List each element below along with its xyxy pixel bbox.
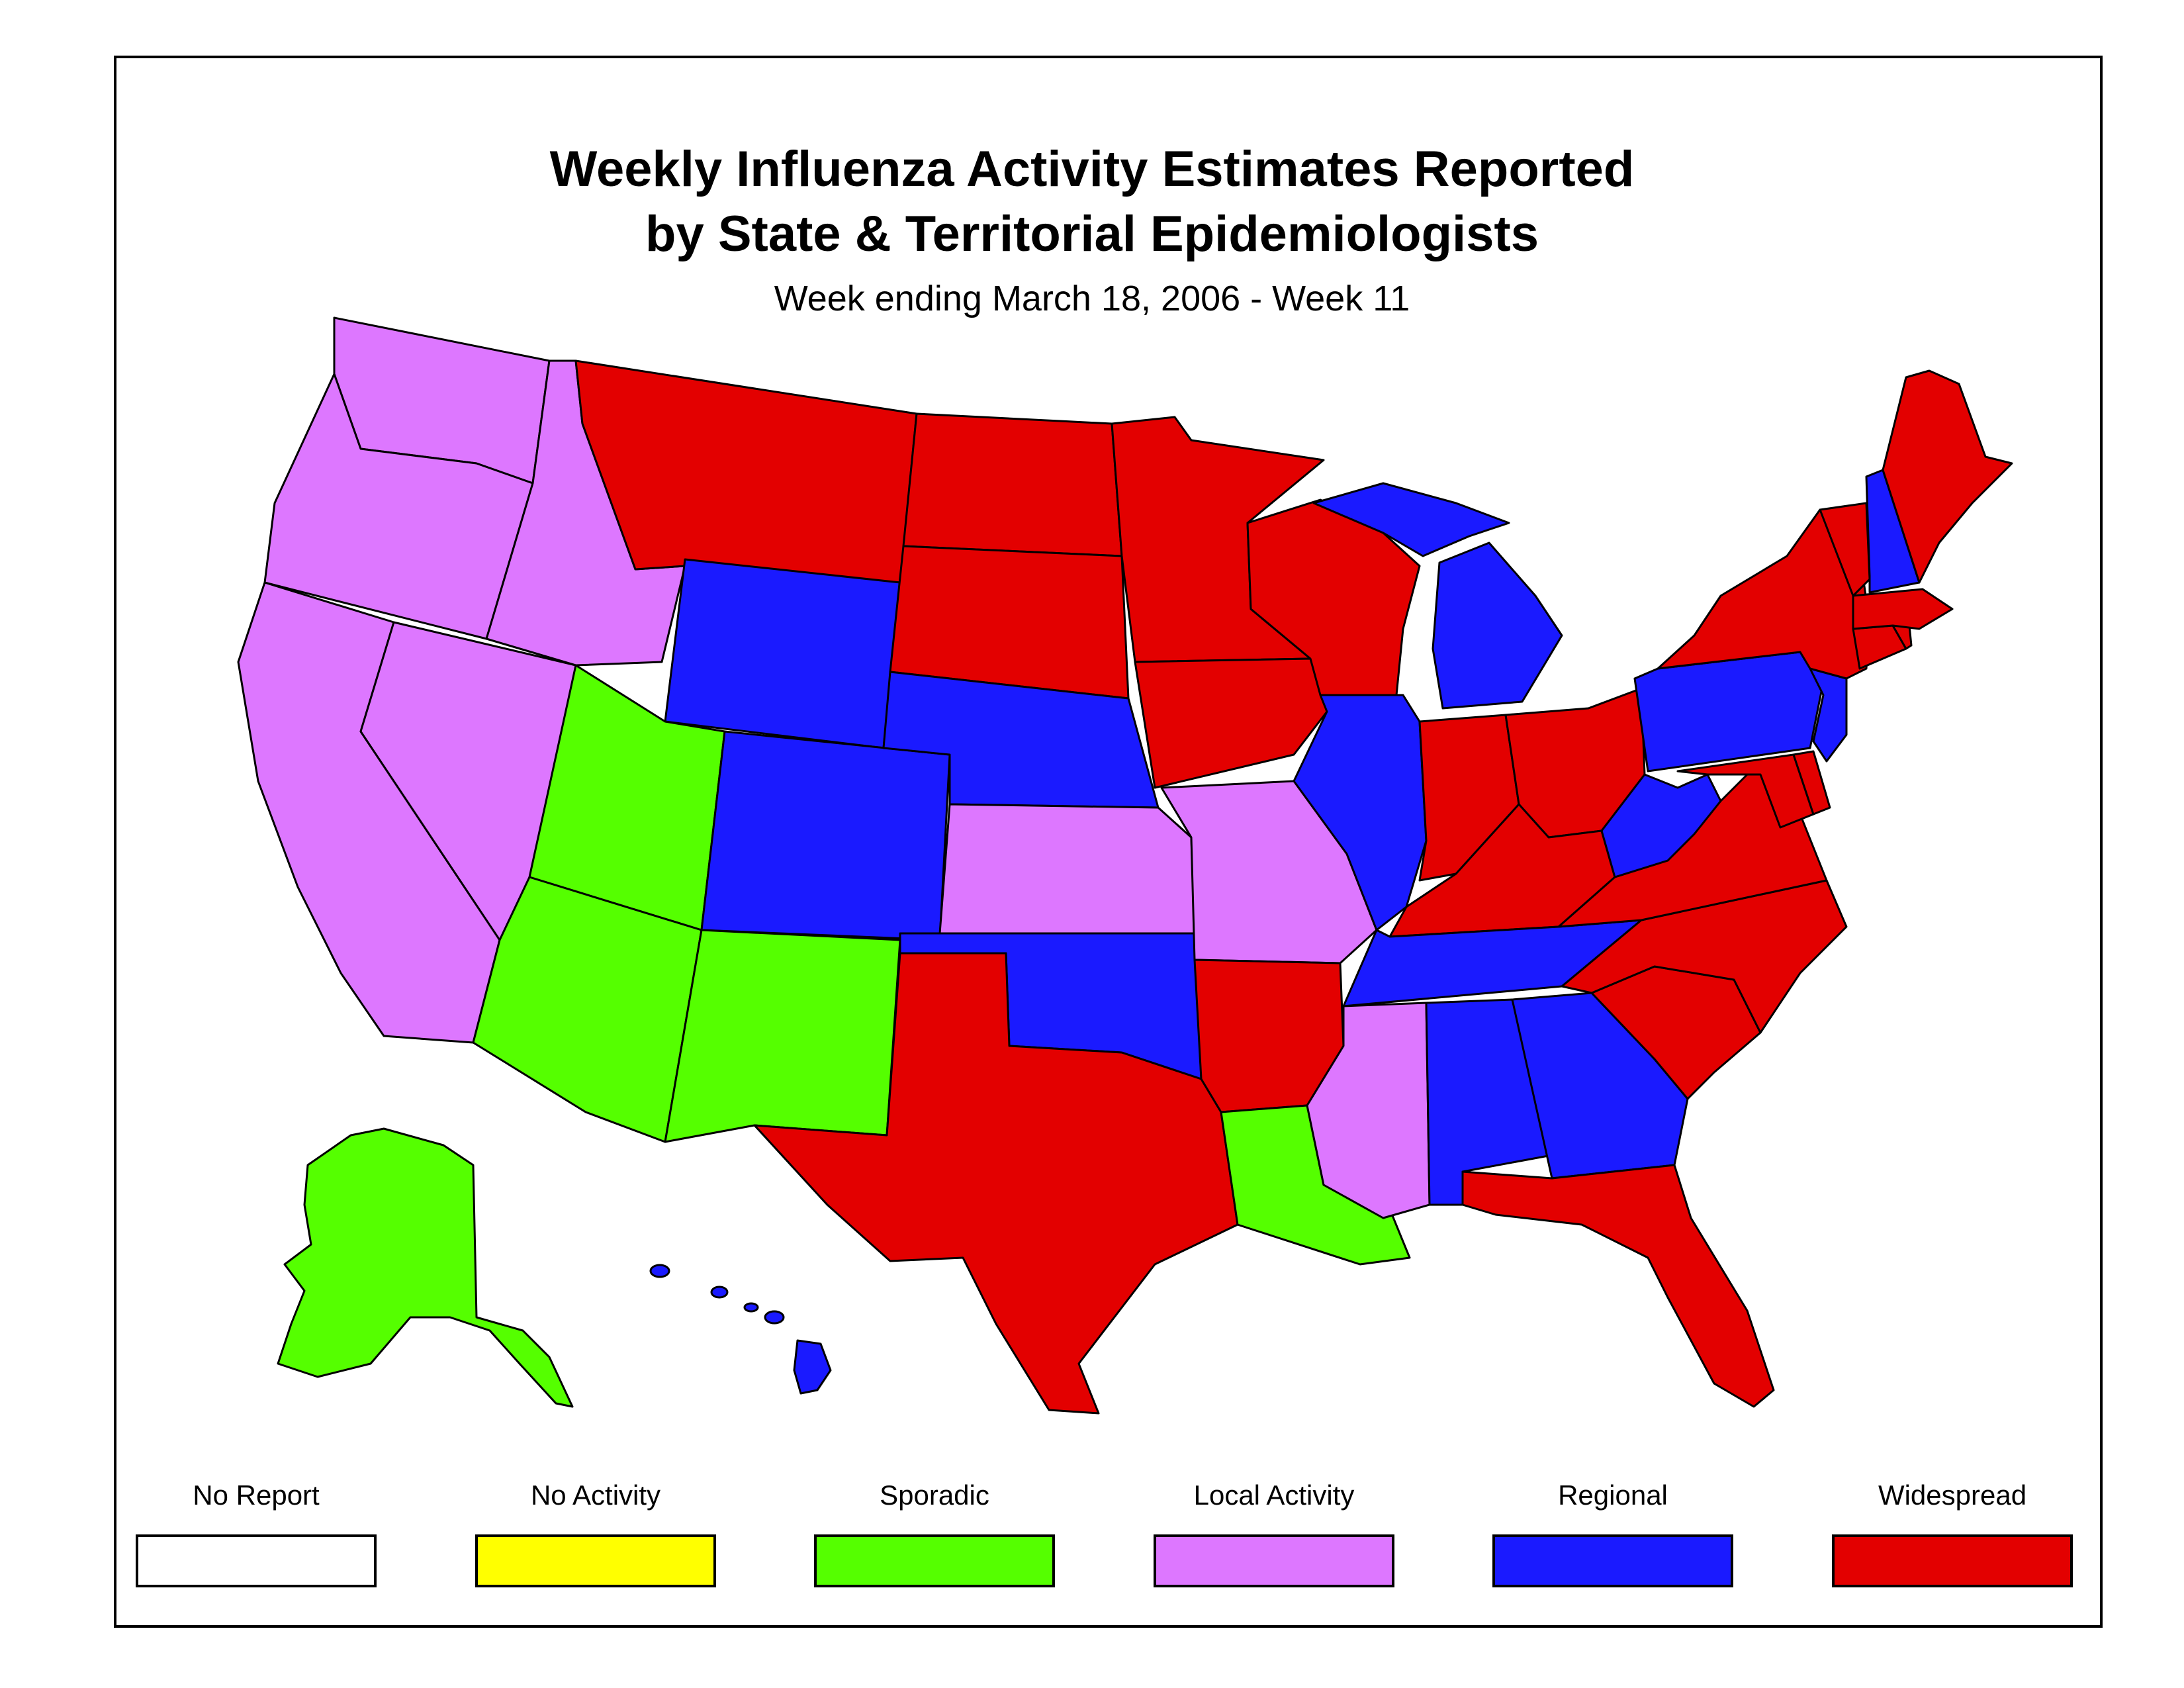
- legend-swatch-no-activity: [475, 1534, 716, 1587]
- legend-label-widespread: Widespread: [1878, 1479, 2027, 1511]
- state-mi-lower: [1432, 541, 1563, 710]
- state-pa: [1633, 651, 1825, 773]
- legend-label-sporadic: Sporadic: [880, 1479, 989, 1511]
- state-ks: [938, 803, 1196, 935]
- legend-label-local: Local Activity: [1193, 1479, 1355, 1511]
- state-ma: [1852, 588, 1954, 630]
- state-nm: [664, 929, 901, 1143]
- state-nd: [902, 412, 1123, 557]
- state-mi-upper: [1312, 482, 1510, 557]
- state-de: [1792, 750, 1831, 816]
- legend-label-no-activity: No Activity: [530, 1479, 661, 1511]
- legend-swatch-no-report: [136, 1534, 377, 1587]
- map-frame: [114, 56, 2103, 1628]
- state-tx: [753, 952, 1239, 1415]
- subtitle: Week ending March 18, 2006 - Week 11: [774, 279, 1410, 318]
- title-line-1: Weekly Influenza Activity Estimates Repo…: [549, 141, 1635, 197]
- legend-label-no-report: No Report: [193, 1479, 320, 1511]
- legend-label-regional: Regional: [1558, 1479, 1668, 1511]
- legend-swatch-widespread: [1832, 1534, 2073, 1587]
- state-nh: [1865, 469, 1921, 594]
- state-ak: [277, 1127, 574, 1408]
- legend-swatch-local: [1154, 1534, 1394, 1587]
- state-me: [1882, 369, 2013, 584]
- state-hi: [649, 1264, 832, 1395]
- state-ia: [1134, 657, 1328, 789]
- title-line-2: by State & Territorial Epidemiologists: [645, 206, 1539, 262]
- state-wv: [1600, 773, 1722, 878]
- legend-swatch-regional: [1492, 1534, 1733, 1587]
- state-wy: [664, 558, 901, 749]
- state-fl: [1461, 1164, 1775, 1408]
- legend-swatch-sporadic: [814, 1534, 1055, 1587]
- state-il: [1293, 694, 1428, 931]
- state-co: [700, 730, 951, 941]
